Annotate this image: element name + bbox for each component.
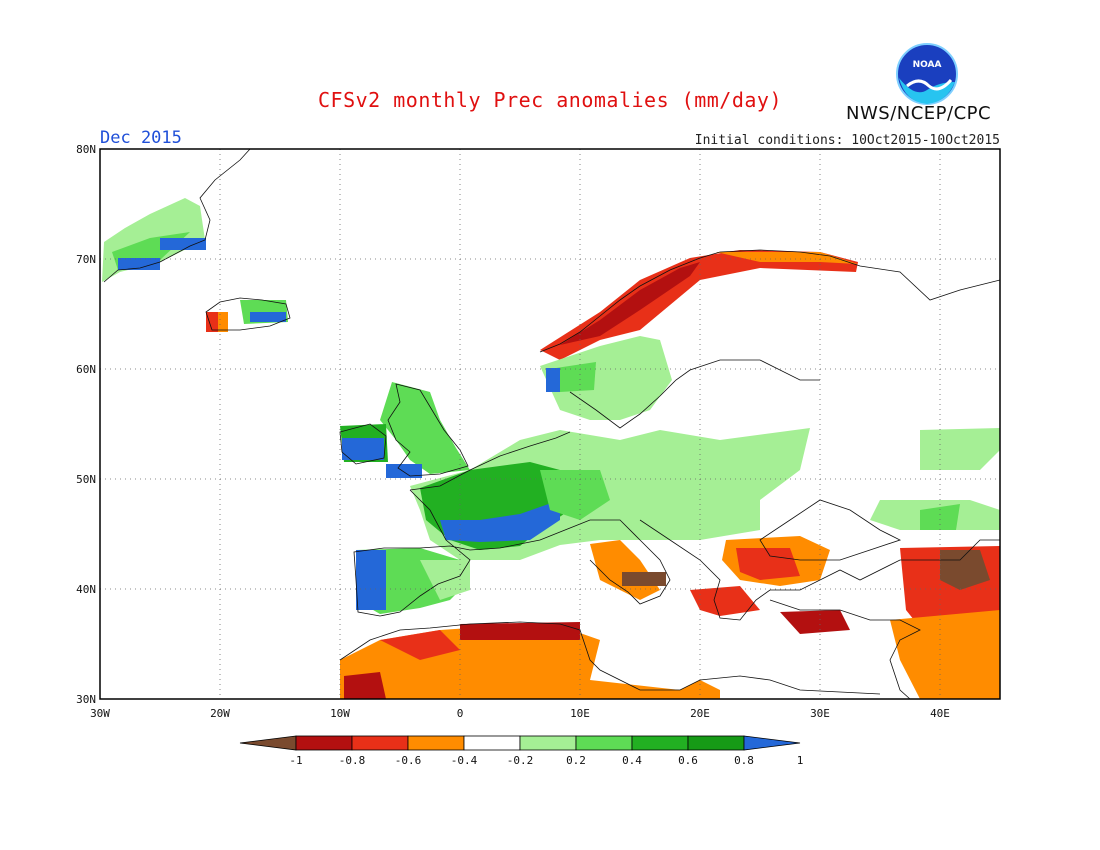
lon-label-10w: 10W [330, 707, 350, 720]
lon-label-20w: 20W [210, 707, 230, 720]
colorbar-tick-label: -0.8 [339, 754, 366, 767]
coast-ireland [339, 423, 387, 465]
lat-label-50n: 50N [76, 473, 96, 486]
anomaly-iberia-blue [356, 550, 386, 610]
colorbar-arrow-high [743, 735, 801, 751]
lon-label-10e: 10E [570, 707, 590, 720]
coast-greenland [103, 148, 251, 283]
colorbar-segment [351, 735, 409, 751]
lon-label-40e: 40E [930, 707, 950, 720]
anomaly-fields [102, 198, 1000, 699]
forecast-month: Dec 2015 [100, 128, 182, 148]
anomaly-iceland-orange [218, 312, 228, 332]
coast-britain [387, 383, 469, 477]
anomaly-italy-extreme [622, 572, 666, 586]
anomaly-bulgaria-very-dry [736, 548, 800, 580]
graticule [100, 149, 1000, 699]
colorbar-segment [631, 735, 689, 751]
map-frame [99, 148, 1001, 700]
colorbar-tick-label: 0.8 [734, 754, 754, 767]
anomaly-greece-dry [690, 586, 760, 616]
lon-axis-labels: 30W 20W 10W 0 10E 20E 30E 40E [90, 707, 950, 720]
colorbar-tick-label: -0.2 [507, 754, 534, 767]
anomaly-norway-blue [546, 368, 560, 392]
colorbar-segment [575, 735, 633, 751]
anomaly-algeria-very-dry [460, 622, 580, 640]
anomaly-middle-east-dry [890, 610, 1000, 699]
anomaly-scandinavia-wet [540, 336, 672, 420]
lat-axis-labels: 80N 70N 60N 50N 40N 30N [76, 143, 96, 706]
coast-balkans [639, 519, 1000, 621]
anomaly-greenland-blue2 [118, 258, 160, 270]
anomaly-iberia-light [420, 560, 470, 600]
anomaly-atlas-dry [380, 630, 460, 660]
map-frame-bg [100, 149, 1000, 699]
colorbar-tick-label: -0.6 [395, 754, 422, 767]
initial-conditions: Initial conditions: 10Oct2015-10Oct2015 [694, 133, 1000, 148]
coast-iceland [205, 297, 291, 331]
anomaly-norway-dry [540, 250, 858, 360]
lat-label-40n: 40N [76, 583, 96, 596]
anomaly-norway-very-dry [560, 262, 700, 345]
colorbar: -1 -0.8 -0.6 -0.4 -0.2 0.2 0.4 0.6 0.8 1 [239, 735, 804, 767]
coast-black-sea [759, 499, 902, 561]
anomaly-ireland-blue [342, 438, 384, 460]
colorbar-tick-label: -0.4 [451, 754, 478, 767]
coast-continent [353, 431, 671, 617]
coast-baltic [569, 359, 820, 429]
anomaly-france-blue [440, 500, 560, 542]
colorbar-segment [295, 735, 353, 751]
lon-label-20e: 20E [690, 707, 710, 720]
colorbar-segment [407, 735, 465, 751]
anomaly-sweden-wet [556, 362, 596, 392]
anomaly-england-blue [386, 464, 422, 478]
colorbar-segment [687, 735, 745, 751]
lat-label-60n: 60N [76, 363, 96, 376]
colorbar-segment [519, 735, 577, 751]
anomaly-britain-wet [380, 382, 470, 474]
anomaly-turkey-dry [780, 610, 850, 634]
anomaly-morocco-very-dry [344, 672, 386, 699]
colorbar-segment [463, 735, 521, 751]
map-title: CFSv2 monthly Prec anomalies (mm/day) [317, 88, 783, 112]
anomaly-iceland-blue [250, 312, 286, 322]
coast-scandinavia [539, 249, 1001, 353]
colorbar-tick-label: 0.4 [622, 754, 642, 767]
anomaly-greenland-blue [160, 238, 206, 250]
colorbar-tick-label: 0.2 [566, 754, 586, 767]
colorbar-tick-label: -1 [289, 754, 302, 767]
anomaly-alps-wet [540, 470, 610, 520]
coastlines [103, 148, 1001, 700]
noaa-logo: NOAA [896, 43, 958, 105]
colorbar-tick-label: 1 [797, 754, 804, 767]
colorbar-arrow-low [239, 735, 297, 751]
anomaly-iceland-red [206, 312, 218, 332]
lat-label-80n: 80N [76, 143, 96, 156]
noaa-logo-text: NOAA [913, 60, 942, 70]
lat-label-70n: 70N [76, 253, 96, 266]
anomaly-caspian-wet [920, 504, 960, 530]
lon-label-30e: 30E [810, 707, 830, 720]
lon-label-0: 0 [457, 707, 464, 720]
coast-africa [339, 621, 881, 695]
lat-label-30n: 30N [76, 693, 96, 706]
lon-label-30w: 30W [90, 707, 110, 720]
colorbar-tick-label: 0.6 [678, 754, 698, 767]
agency-label: NWS/NCEP/CPC [846, 103, 992, 124]
